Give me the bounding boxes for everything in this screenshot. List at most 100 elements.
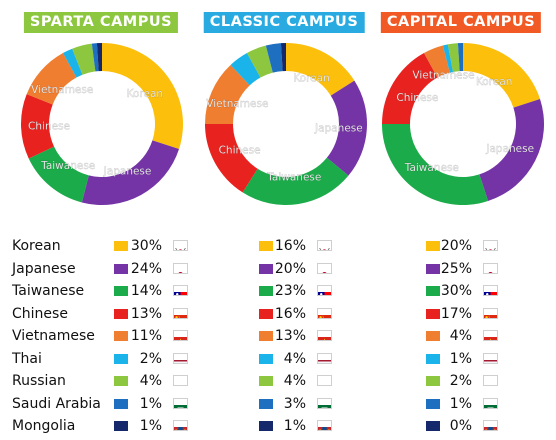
capital-campus-chart: CAPITAL CAMPUS Korean Japanese Taiwanese Ch… xyxy=(373,0,553,215)
color-swatch xyxy=(426,286,440,296)
percent-value: 2% xyxy=(139,350,162,367)
sparta-campus-chart: SPARTA CAMPUS Korean Japanese Taiwanese Chi… xyxy=(12,0,192,215)
vietnam-flag-icon xyxy=(317,330,332,341)
slice-label: Taiwanese xyxy=(266,171,321,183)
slice-taiwanese xyxy=(382,124,489,206)
chart-title: CAPITAL CAMPUS xyxy=(380,12,542,33)
korea-flag-icon xyxy=(483,240,498,251)
color-swatch xyxy=(259,398,273,409)
china-flag-icon xyxy=(483,307,498,319)
percent-value: 24% xyxy=(130,260,162,277)
color-swatch xyxy=(426,398,440,409)
percent-value: 14% xyxy=(130,283,162,299)
nationality-label: Taiwanese xyxy=(12,283,85,299)
percent-value: 16% xyxy=(274,305,306,322)
slice-label: Vietnamese xyxy=(31,84,93,96)
percent-value: 25% xyxy=(440,260,472,277)
percent-value: 1% xyxy=(449,350,472,367)
mongolia-flag-icon xyxy=(173,420,188,431)
korea-flag-icon xyxy=(317,240,332,251)
percent-value: 20% xyxy=(440,238,472,254)
percent-value: 1% xyxy=(139,418,162,434)
saudi-arabia-flag-icon xyxy=(173,397,188,409)
slice-chinese xyxy=(21,94,55,159)
slice-label: Chinese xyxy=(396,92,438,104)
chart-title: CLASSIC CAMPUS xyxy=(203,12,365,33)
color-swatch xyxy=(426,241,440,251)
slice-saudi-arabia xyxy=(265,43,283,73)
color-swatch xyxy=(114,331,128,341)
nationality-label: Saudi Arabia xyxy=(12,395,101,412)
nationality-label: Chinese xyxy=(12,305,68,322)
slice-mongolia xyxy=(96,43,102,72)
slice-korean xyxy=(102,43,183,150)
russia-flag-icon xyxy=(317,375,332,386)
slice-japanese xyxy=(326,80,367,176)
slice-label: Taiwanese xyxy=(404,162,459,174)
color-swatch xyxy=(114,421,128,431)
slice-japanese xyxy=(479,98,544,202)
slice-label: Vietnamese xyxy=(206,98,268,110)
color-swatch xyxy=(114,241,128,251)
taiwan-flag-icon xyxy=(173,285,188,296)
slice-thai xyxy=(230,53,261,86)
percent-value: 11% xyxy=(130,328,162,344)
slice-thai xyxy=(442,44,454,73)
thailand-flag-icon xyxy=(317,352,332,364)
percent-value: 4% xyxy=(139,373,162,389)
slice-vietnamese xyxy=(205,64,250,124)
slice-russian xyxy=(246,45,273,78)
mongolia-flag-icon xyxy=(483,420,498,431)
russia-flag-icon xyxy=(173,375,188,386)
nationality-label: Japanese xyxy=(12,260,76,277)
taiwan-flag-icon xyxy=(483,285,498,296)
japan-flag-icon xyxy=(173,262,188,274)
color-swatch xyxy=(259,263,273,274)
slice-label: Chinese xyxy=(28,121,70,133)
percent-value: 17% xyxy=(440,305,472,322)
korea-flag-icon xyxy=(173,240,188,251)
slice-taiwanese xyxy=(28,146,89,203)
color-swatch xyxy=(259,331,273,341)
color-swatch xyxy=(114,286,128,296)
chart-title: SPARTA CAMPUS xyxy=(23,12,179,33)
color-swatch xyxy=(114,308,128,319)
color-swatch xyxy=(426,376,440,386)
color-swatch xyxy=(259,353,273,364)
percent-value: 1% xyxy=(139,395,162,412)
china-flag-icon xyxy=(173,307,188,319)
percent-value: 13% xyxy=(130,305,162,322)
slice-label: Japanese xyxy=(485,143,534,155)
color-swatch xyxy=(259,286,273,296)
donut-chart: Korean Japanese Taiwanese Chinese Vietnamese xyxy=(21,43,183,205)
nationality-label: Mongolia xyxy=(12,418,76,434)
slice-label: Chinese xyxy=(219,145,261,157)
color-swatch xyxy=(426,353,440,364)
taiwan-flag-icon xyxy=(317,285,332,296)
percent-value: 1% xyxy=(283,418,306,434)
slice-taiwanese xyxy=(242,157,349,206)
thailand-flag-icon xyxy=(173,352,188,364)
japan-flag-icon xyxy=(317,262,332,274)
percent-value: 30% xyxy=(440,283,472,299)
vietnam-flag-icon xyxy=(173,330,188,341)
color-swatch xyxy=(259,308,273,319)
percent-value: 4% xyxy=(283,373,306,389)
color-swatch xyxy=(114,398,128,409)
color-swatch xyxy=(426,263,440,274)
japan-flag-icon xyxy=(483,262,498,274)
percent-value: 0% xyxy=(449,418,472,434)
percent-value: 16% xyxy=(274,238,306,254)
china-flag-icon xyxy=(317,307,332,319)
donut-chart: Korean Japanese Taiwanese Chinese Vietnamese xyxy=(205,43,367,206)
color-swatch xyxy=(426,331,440,341)
slice-korean xyxy=(286,43,355,96)
thailand-flag-icon xyxy=(483,352,498,364)
percent-value: 30% xyxy=(130,238,162,254)
nationality-label: Russian xyxy=(12,373,66,389)
classic-campus-chart: CLASSIC CAMPUS Korean Japanese Taiwanese Ch… xyxy=(196,0,376,215)
color-swatch xyxy=(259,241,273,251)
slice-vietnamese xyxy=(423,45,450,78)
mongolia-flag-icon xyxy=(317,420,332,431)
slice-russian xyxy=(447,43,460,72)
